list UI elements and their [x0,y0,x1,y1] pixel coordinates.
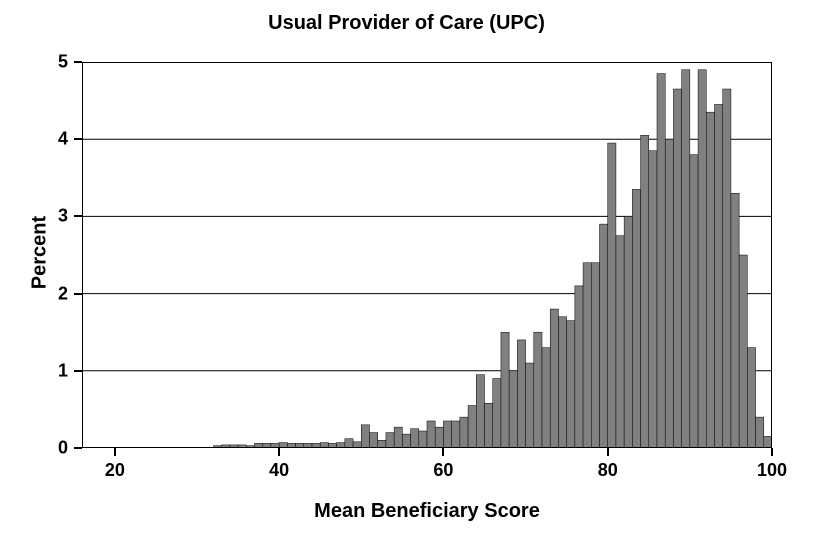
y-tick-label: 2 [44,283,68,304]
y-tick-label: 1 [44,360,68,381]
plot-area [82,62,772,448]
y-tick-mark [74,293,82,295]
x-tick-label: 80 [598,460,618,481]
y-tick-mark [74,138,82,140]
y-tick-label: 0 [44,438,68,459]
x-tick-label: 20 [105,460,125,481]
x-tick-label: 100 [757,460,787,481]
y-tick-mark [74,61,82,63]
y-tick-label: 5 [44,52,68,73]
y-tick-label: 3 [44,206,68,227]
histogram-chart: Usual Provider of Care (UPC) Percent Mea… [0,0,813,536]
x-tick-label: 40 [269,460,289,481]
x-tick-mark [607,448,609,456]
plot-svg [82,62,772,448]
x-tick-mark [114,448,116,456]
chart-title: Usual Provider of Care (UPC) [0,12,813,35]
x-tick-label: 60 [433,460,453,481]
x-axis-label: Mean Beneficiary Score [82,500,772,523]
x-tick-mark [442,448,444,456]
y-tick-mark [74,370,82,372]
y-tick-mark [74,215,82,217]
x-tick-mark [771,448,773,456]
y-tick-label: 4 [44,129,68,150]
x-tick-mark [278,448,280,456]
y-tick-mark [74,447,82,449]
